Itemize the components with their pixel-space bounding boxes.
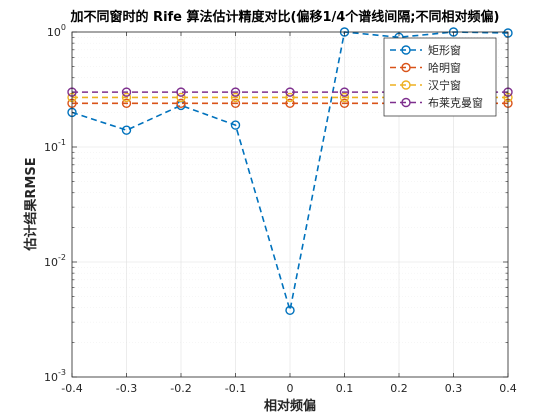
axis-ticks [71, 31, 509, 378]
x-tick-labels: -0.4 -0.3 -0.2 -0.1 0 0.1 0.2 0.3 0.4 [61, 382, 516, 395]
legend-item: 矩形窗 [390, 43, 461, 57]
x-axis-title: 相对频偏 [264, 398, 316, 414]
x-tick-label: 0.1 [336, 382, 354, 395]
data-point [176, 92, 186, 103]
legend-marker [401, 45, 411, 55]
data-point [121, 125, 132, 135]
data-point [230, 92, 241, 103]
data-point [121, 98, 132, 108]
data-point [176, 87, 186, 97]
chart-title: 加不同窗时的 Rife 算法估计精度对比(偏移1/4个谱线间隔;不同相对频偏) [70, 9, 500, 25]
legend-label: 布莱克曼窗 [428, 96, 483, 110]
x-tick-label: -0.4 [61, 382, 82, 395]
data-point [339, 98, 350, 108]
data-point [230, 120, 241, 130]
data-point [230, 98, 241, 108]
x-tick-label: 0.3 [445, 382, 463, 395]
y-axis-title: 估计结果RMSE [23, 157, 39, 251]
data-point [339, 87, 350, 97]
data-point [230, 87, 241, 97]
legend-item: 布莱克曼窗 [390, 96, 483, 110]
legend-marker [401, 97, 411, 108]
data-point [285, 98, 295, 108]
x-tick-label: -0.3 [116, 382, 137, 395]
x-tick-label: 0 [287, 382, 294, 395]
x-tick-label: -0.1 [225, 382, 246, 395]
legend-item: 哈明窗 [390, 61, 461, 75]
legend-marker [401, 80, 411, 90]
data-point [339, 92, 350, 103]
series-line [71, 31, 509, 311]
data-point [121, 92, 132, 103]
x-tick-label: -0.2 [170, 382, 191, 395]
legend-label: 矩形窗 [428, 43, 461, 57]
legend-label: 汉宁窗 [428, 78, 461, 92]
x-tick-label: 0.4 [499, 382, 517, 395]
legend-label: 哈明窗 [428, 61, 461, 75]
data-point [285, 305, 295, 316]
data-point [285, 92, 295, 103]
data-point [176, 98, 186, 108]
legend-item: 汉宁窗 [390, 78, 461, 92]
data-point [285, 87, 295, 97]
legend-marker [401, 62, 411, 73]
x-tick-label: 0.2 [390, 382, 408, 395]
data-point [121, 87, 132, 97]
